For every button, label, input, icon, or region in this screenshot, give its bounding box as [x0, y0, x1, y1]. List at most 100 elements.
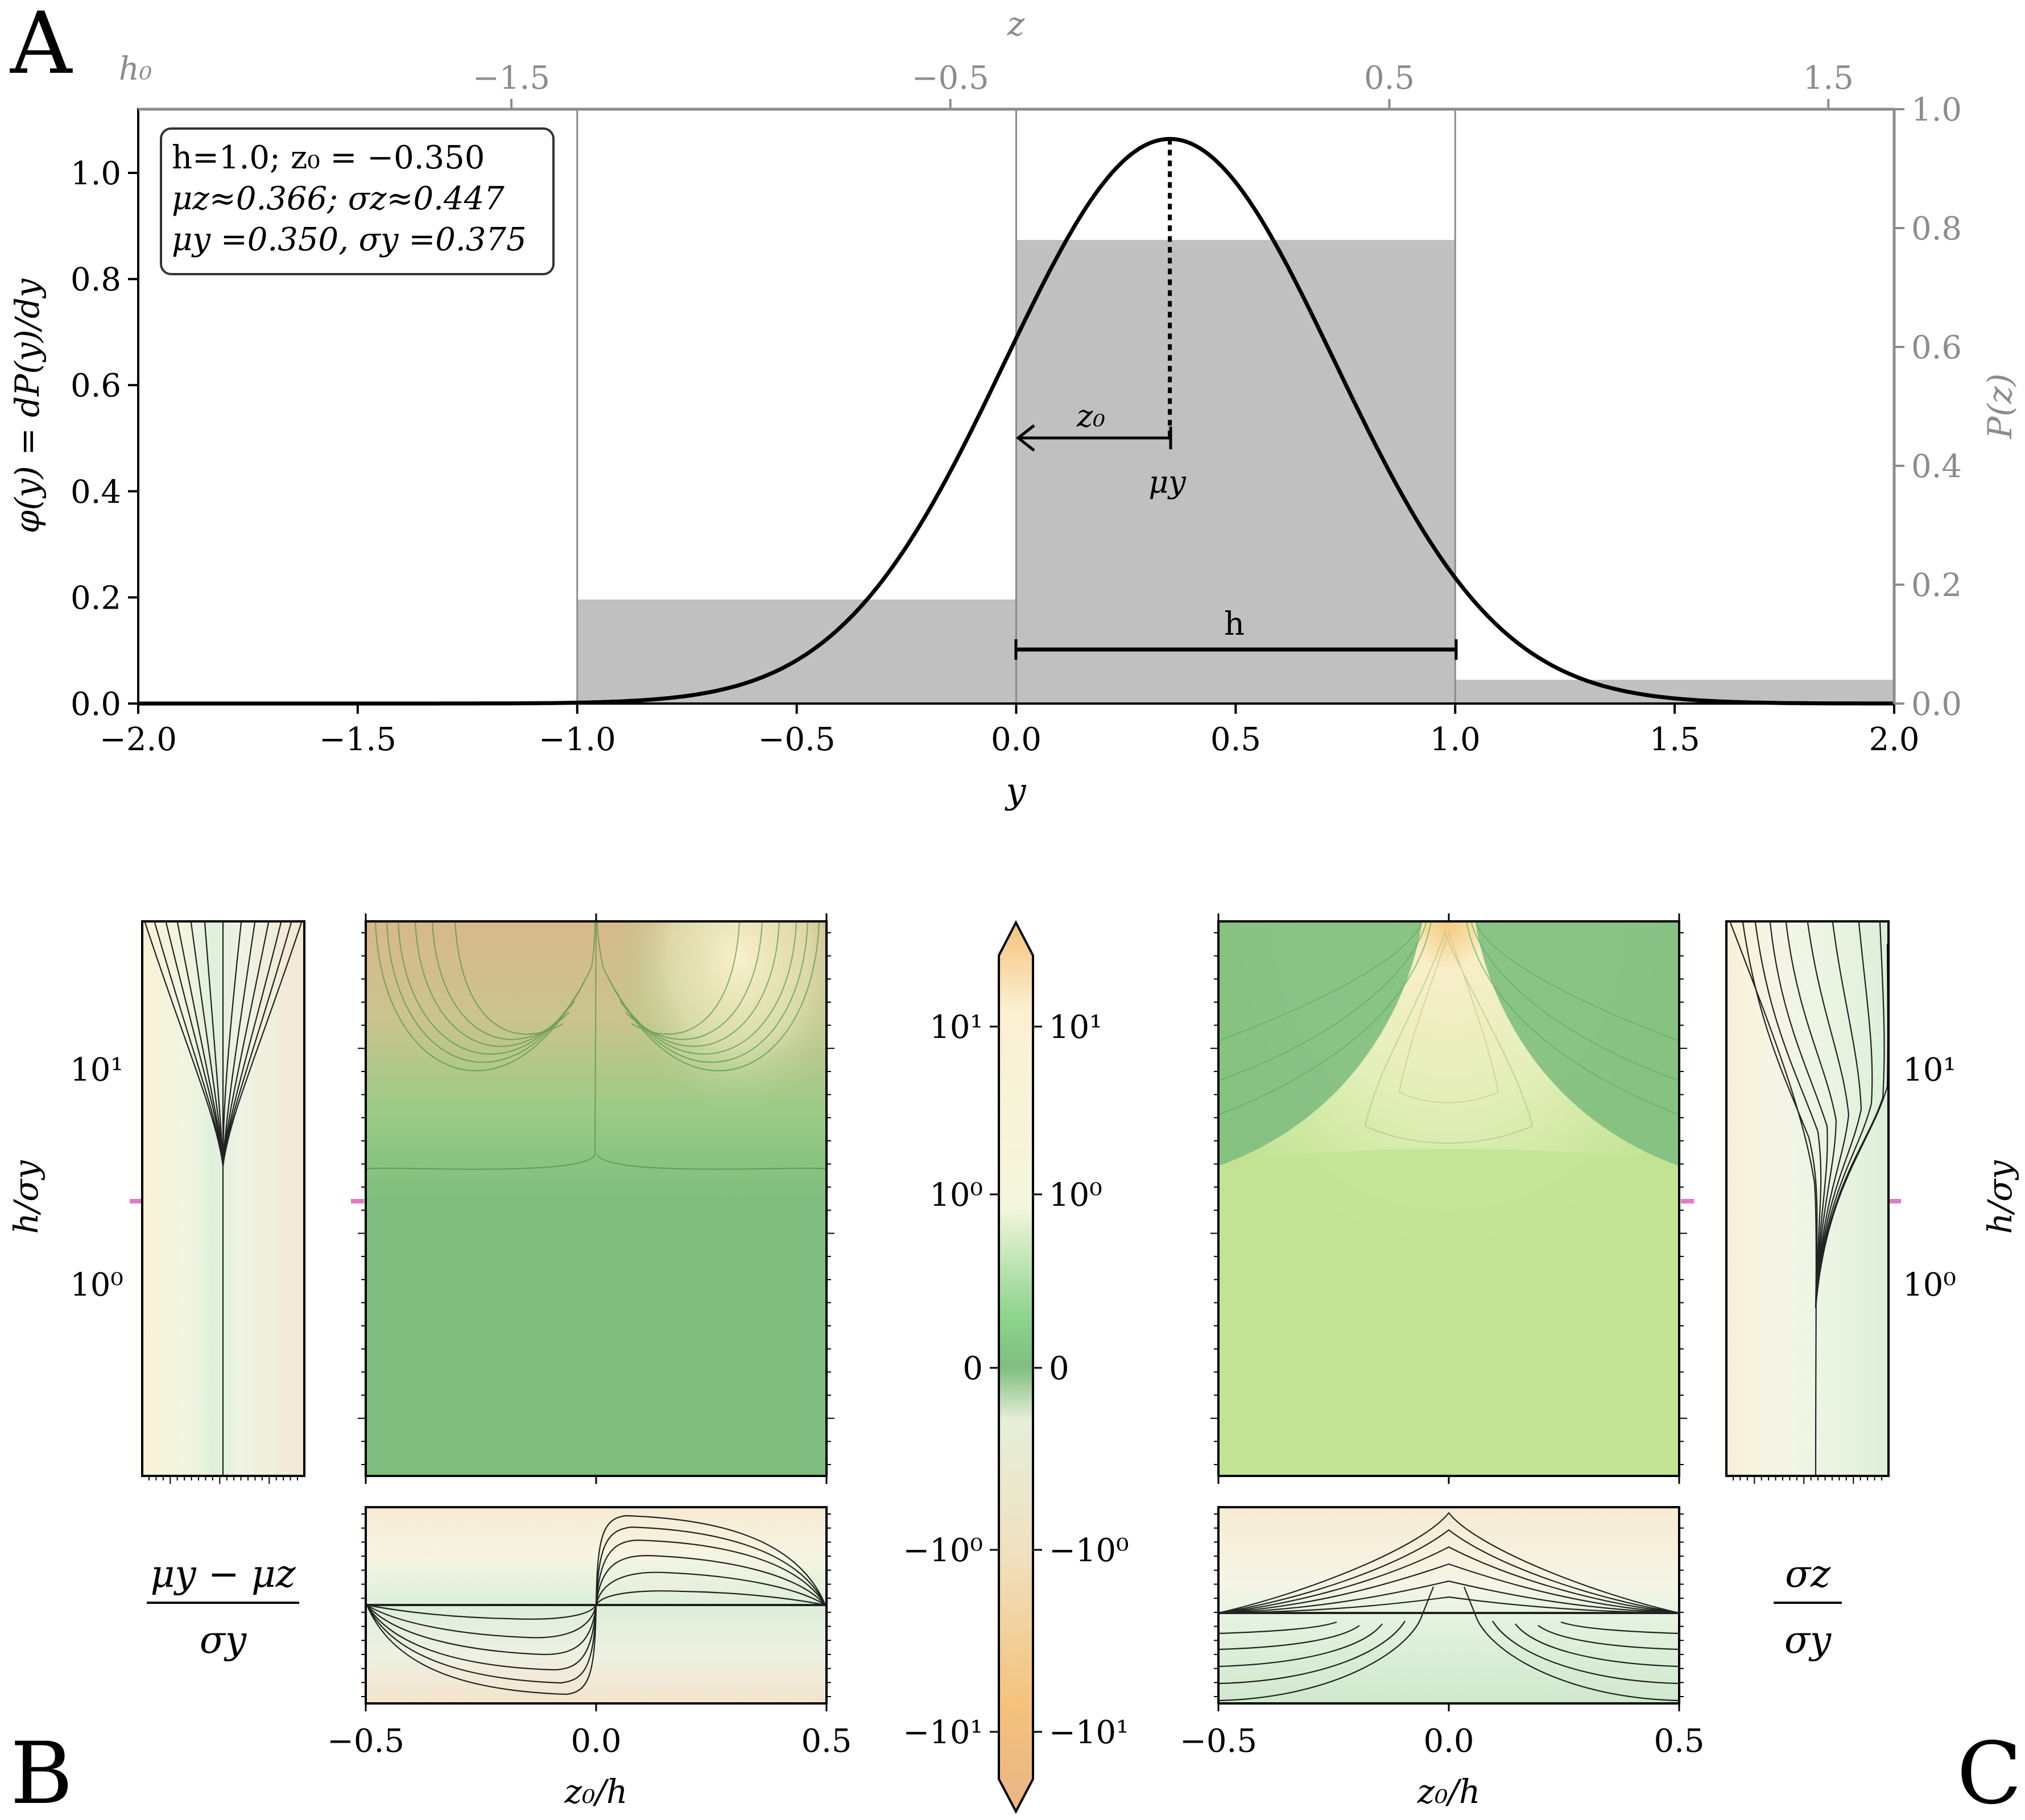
- y-tick-label-1: 0.2: [71, 580, 121, 617]
- x-tick-label-3: −0.5: [758, 721, 836, 758]
- cXTickLabels-2: 0.5: [1654, 1723, 1704, 1760]
- c-x-label: z₀/h: [1417, 1772, 1481, 1811]
- colorbar-label-left-4: −10¹: [903, 1714, 983, 1751]
- top-corner-label: h₀: [119, 51, 152, 88]
- c-y-tick-10-1: 10¹: [1903, 1052, 1956, 1089]
- x-tick-label-4: 0.0: [991, 721, 1042, 758]
- b-y-tick-10-0: 10⁰: [70, 1267, 123, 1304]
- secondary-y-ticks: 0.0 0.2 0.4 0.6 0.8 1.0: [1894, 92, 1962, 723]
- b-quantity-numerator: μy − μz: [150, 1552, 296, 1596]
- b-y-tick-10-1: 10¹: [70, 1052, 123, 1089]
- b-x-tick-labels: −0.5 0.0 0.5: [327, 1723, 852, 1760]
- bin-bar-0: [577, 599, 1016, 704]
- colorbar-label-right-4: −10¹: [1049, 1714, 1129, 1751]
- top-x-ticks: −1.5 −0.5 0.5 1.5: [473, 60, 1854, 109]
- y-tick-label-4: 0.8: [71, 262, 121, 299]
- c-x-tick-labels: −0.5 0.0 0.5: [1180, 1723, 1705, 1760]
- b-bottom-ticks: [361, 1513, 831, 1711]
- secondary-y-tick-label-1: 0.2: [1911, 567, 1962, 604]
- colorbar-label-right-2: 0: [1049, 1350, 1069, 1387]
- y-tick-label-5: 1.0: [71, 155, 121, 192]
- c-green-top-right: [1476, 921, 1679, 1166]
- bin-bar-1: [1016, 239, 1456, 704]
- x-tick-label-8: 2.0: [1869, 721, 1919, 758]
- y-tick-label-2: 0.4: [71, 474, 121, 511]
- b-side-curves: [144, 921, 303, 1476]
- top-x-tick-label-0: −1.5: [473, 60, 550, 97]
- b-y-label: h/σy: [7, 1160, 46, 1234]
- top-x-tick-label-2: 0.5: [1364, 60, 1415, 97]
- cXTickLabels-1: 0.0: [1423, 1723, 1474, 1760]
- bXTickLabels-2: 0.5: [801, 1723, 852, 1760]
- x-tick-label-6: 1.0: [1430, 721, 1481, 758]
- c-side-strip: [1726, 921, 1888, 1476]
- c-bottom-curves: [1218, 1512, 1680, 1702]
- panel-c: h/σy 10⁰ 10¹ σz σy −0.5 0.0 0.5 z₀/h: [1180, 913, 2019, 1811]
- c-quantity-numerator: σz: [1785, 1552, 1831, 1596]
- colorbar-ticks: 10¹ 10¹ 10⁰ 10⁰ 0 0 −10⁰ −10⁰ −10¹ −10¹: [903, 1009, 1129, 1751]
- c-heatmap-ticks: [1210, 913, 1687, 1484]
- panel-b: h/σy 10⁰ 10¹ μy − μz σy −0.5 0.0 0.5 z₀/h: [7, 913, 852, 1811]
- x-tick-label-0: −2.0: [100, 721, 177, 758]
- z0-arrow-head: [1015, 424, 1035, 452]
- top-x-tick-label-1: −0.5: [912, 60, 989, 97]
- x-tick-label-7: 1.5: [1650, 721, 1700, 758]
- x-tick-label-2: −1.0: [539, 721, 616, 758]
- colorbar-label-right-1: 10⁰: [1049, 1177, 1102, 1214]
- b-heatmap-ticks: [358, 913, 834, 1484]
- panel-letter-c: C: [1957, 1724, 2022, 1820]
- b-heatmap-highlight: [596, 921, 826, 1217]
- secondary-y-tick-label-2: 0.4: [1911, 448, 1962, 485]
- c-bottom-ticks: [1214, 1513, 1684, 1711]
- x-tick-label-1: −1.5: [319, 721, 396, 758]
- cXTickLabels-0: −0.5: [1180, 1723, 1257, 1760]
- info-box: [160, 127, 555, 275]
- bXTickLabels-1: 0.0: [571, 1723, 621, 1760]
- y-axis-ticks: 0.0 0.2 0.4 0.6 0.8 1.0: [71, 155, 138, 723]
- panel-letter-b: B: [10, 1724, 73, 1820]
- x-axis-ticks: −2.0 −1.5 −1.0 −0.5 0.0 0.5 1.0 1.5 2.0: [100, 704, 1920, 758]
- top-x-tick-label-3: 1.5: [1803, 60, 1854, 97]
- colorbar-label-left-0: 10¹: [929, 1009, 983, 1046]
- b-contours: [366, 921, 826, 1170]
- probability-bars: [577, 239, 1894, 704]
- b-bottom-curves: [366, 1515, 826, 1695]
- colorbar-label-left-3: −10⁰: [903, 1532, 983, 1569]
- x-axis-label: y: [1004, 770, 1026, 812]
- secondary-y-tick-label-3: 0.6: [1911, 329, 1962, 366]
- info-line-2: μz≈0.366; σz≈0.447: [172, 180, 505, 217]
- colorbar-body: [998, 920, 1034, 1814]
- mu-label: μy: [1148, 464, 1187, 500]
- bXTickLabels-0: −0.5: [327, 1723, 404, 1760]
- c-bottom-strip: [1218, 1507, 1679, 1703]
- y-axis-label: φ(y) = dP(y)/dy: [8, 278, 47, 533]
- y-tick-label-0: 0.0: [71, 686, 121, 723]
- c-quantity-denominator: σy: [1784, 1618, 1832, 1662]
- z0-label: z₀: [1076, 398, 1105, 434]
- x-tick-label-5: 0.5: [1210, 721, 1261, 758]
- colorbar-label-left-2: 0: [962, 1350, 983, 1387]
- c-green-top-left: [1218, 921, 1422, 1166]
- c-side-frame: [1725, 920, 1890, 1477]
- secondary-y-axis-label: P(z): [1981, 374, 2019, 440]
- c-y-label: h/σy: [1981, 1160, 2019, 1234]
- colorbar: 10¹ 10¹ 10⁰ 10⁰ 0 0 −10⁰ −10⁰ −10¹ −10¹: [903, 920, 1129, 1814]
- y-tick-label-3: 0.6: [71, 367, 121, 404]
- secondary-y-tick-label-4: 0.8: [1911, 210, 1962, 247]
- info-line-1: h=1.0; z₀ = −0.350: [172, 139, 485, 176]
- secondary-y-tick-label-5: 1.0: [1911, 92, 1962, 129]
- bin-edges: [576, 109, 1456, 704]
- top-x-axis-label: z: [1007, 5, 1025, 43]
- c-y-tick-10-0: 10⁰: [1903, 1267, 1956, 1304]
- c-light-lower: [1218, 1149, 1679, 1476]
- colorbar-label-left-1: 10⁰: [929, 1177, 983, 1214]
- h-label: h: [1224, 606, 1245, 643]
- b-side-minor-ticks: [148, 1476, 298, 1484]
- secondary-y-tick-label-0: 0.0: [1911, 686, 1962, 723]
- colorbar-label-right-3: −10⁰: [1049, 1532, 1129, 1569]
- b-x-label: z₀/h: [564, 1772, 628, 1811]
- c-side-minor-ticks: [1733, 1476, 1882, 1484]
- b-side-frame: [141, 920, 305, 1477]
- b-quantity-denominator: σy: [200, 1618, 247, 1662]
